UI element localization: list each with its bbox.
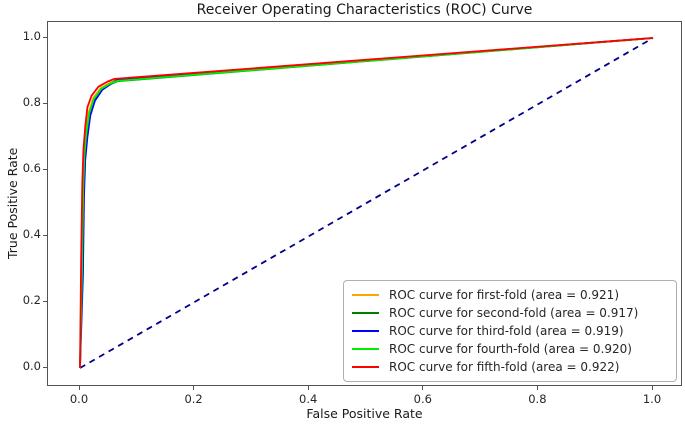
legend-label: ROC curve for first-fold (area = 0.921): [389, 288, 619, 302]
x-tick-mark: [307, 386, 309, 390]
legend-label: ROC curve for fifth-fold (area = 0.922): [389, 360, 620, 374]
x-tick-label: 0.2: [184, 392, 203, 406]
roc-curve-fifth-fold: [79, 37, 654, 369]
y-tick-mark: [43, 366, 47, 368]
chart-title: Receiver Operating Characteristics (ROC)…: [196, 2, 533, 18]
chance-diagonal-line: [79, 37, 654, 369]
y-tick-label: 0.6: [22, 161, 41, 175]
y-tick-mark: [43, 300, 47, 302]
x-tick-mark: [193, 386, 195, 390]
y-tick-mark: [43, 168, 47, 170]
legend-item-fourth-fold: ROC curve for fourth-fold (area = 0.920): [352, 340, 668, 358]
legend-item-first-fold: ROC curve for first-fold (area = 0.921): [352, 286, 668, 304]
y-tick-label: 0.0: [22, 359, 41, 373]
y-tick-label: 1.0: [22, 29, 41, 43]
y-tick-label: 0.4: [22, 227, 41, 241]
legend-item-third-fold: ROC curve for third-fold (area = 0.919): [352, 322, 668, 340]
x-tick-mark: [651, 386, 653, 390]
legend-line-swatch: [352, 330, 379, 332]
legend-label: ROC curve for third-fold (area = 0.919): [389, 324, 624, 338]
x-tick-mark: [422, 386, 424, 390]
roc-curves-canvas: [79, 37, 654, 369]
x-tick-label: 0.6: [413, 392, 432, 406]
x-axis-label: False Positive Rate: [306, 406, 423, 421]
legend-box: ROC curve for first-fold (area = 0.921) R…: [343, 280, 677, 382]
y-tick-mark: [43, 234, 47, 236]
legend-label: ROC curve for fourth-fold (area = 0.920): [389, 342, 632, 356]
x-tick-mark: [78, 386, 80, 390]
roc-curve-fourth-fold: [79, 37, 654, 369]
y-tick-label: 0.8: [22, 95, 41, 109]
x-tick-label: 0.0: [69, 392, 89, 406]
y-tick-mark: [43, 36, 47, 38]
y-tick-mark: [43, 102, 47, 104]
legend-line-swatch: [352, 348, 379, 350]
legend-line-swatch: [352, 366, 379, 368]
legend-label: ROC curve for second-fold (area = 0.917): [389, 306, 639, 320]
legend-line-swatch: [352, 312, 379, 314]
legend-item-second-fold: ROC curve for second-fold (area = 0.917): [352, 304, 668, 322]
x-tick-label: 0.8: [528, 392, 547, 406]
x-tick-label: 0.4: [299, 392, 318, 406]
x-tick-mark: [536, 386, 538, 390]
legend-line-swatch: [352, 294, 379, 296]
y-axis-label: True Positive Rate: [5, 147, 20, 259]
legend-item-fifth-fold: ROC curve for fifth-fold (area = 0.922): [352, 358, 668, 376]
y-tick-label: 0.2: [22, 293, 41, 307]
x-tick-label: 1.0: [642, 392, 662, 406]
